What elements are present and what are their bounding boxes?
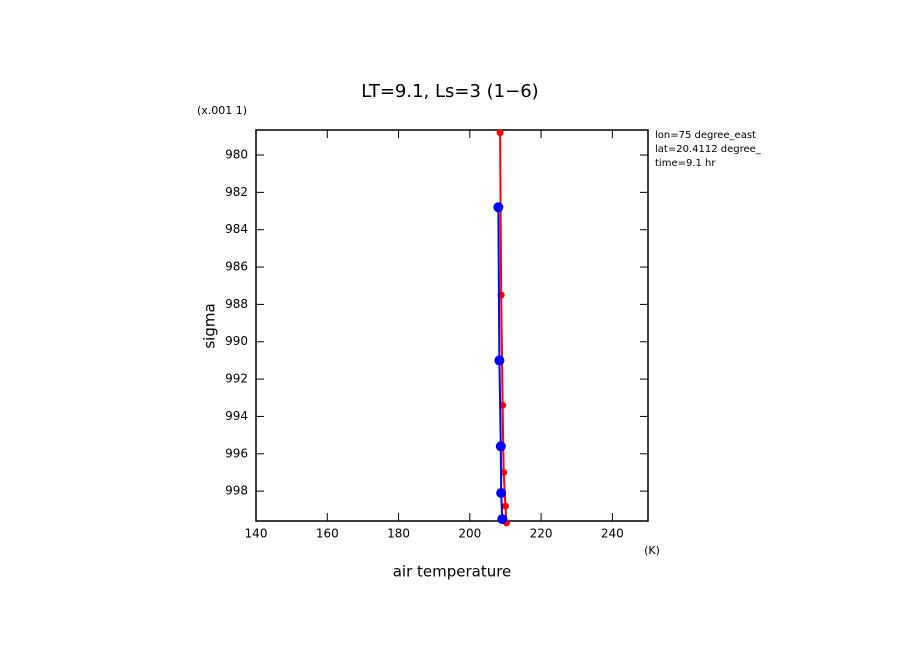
- y-tick-label: 994: [225, 409, 248, 423]
- x-tick-label: 140: [245, 527, 268, 541]
- x-unit: (K): [644, 544, 660, 557]
- x-tick-label: 240: [601, 527, 624, 541]
- plot-frame: [255, 129, 649, 522]
- y-tick-label: 982: [225, 185, 248, 199]
- y-tick-label: 980: [225, 148, 248, 162]
- annotation: time=9.1 hr: [655, 158, 716, 169]
- y-scale-note: (x.001 1): [197, 104, 247, 117]
- point: [497, 514, 508, 525]
- point: [494, 355, 505, 366]
- y-tick-label: 984: [225, 222, 248, 236]
- x-tick-label: 180: [387, 527, 410, 541]
- x-tick-label: 200: [458, 527, 481, 541]
- x-axis-label: air temperature: [393, 563, 512, 581]
- point: [496, 487, 507, 498]
- y-tick-label: 996: [225, 446, 248, 460]
- y-tick-label: 990: [225, 334, 248, 348]
- point: [501, 502, 509, 510]
- y-tick-label: 988: [225, 297, 248, 311]
- annotation: lat=20.4112 degree_: [655, 144, 762, 155]
- y-axis-label: sigma: [201, 303, 219, 348]
- point: [495, 441, 506, 452]
- y-tick-label: 992: [225, 372, 248, 386]
- chart-title: LT=9.1, Ls=3 (1−6): [361, 81, 538, 102]
- point: [493, 202, 504, 213]
- x-tick-label: 160: [316, 527, 339, 541]
- point: [496, 129, 504, 137]
- y-tick-label: 998: [225, 484, 248, 498]
- x-tick-label: 220: [530, 527, 553, 541]
- annotation: lon=75 degree_east: [655, 130, 756, 141]
- y-tick-label: 986: [225, 260, 248, 274]
